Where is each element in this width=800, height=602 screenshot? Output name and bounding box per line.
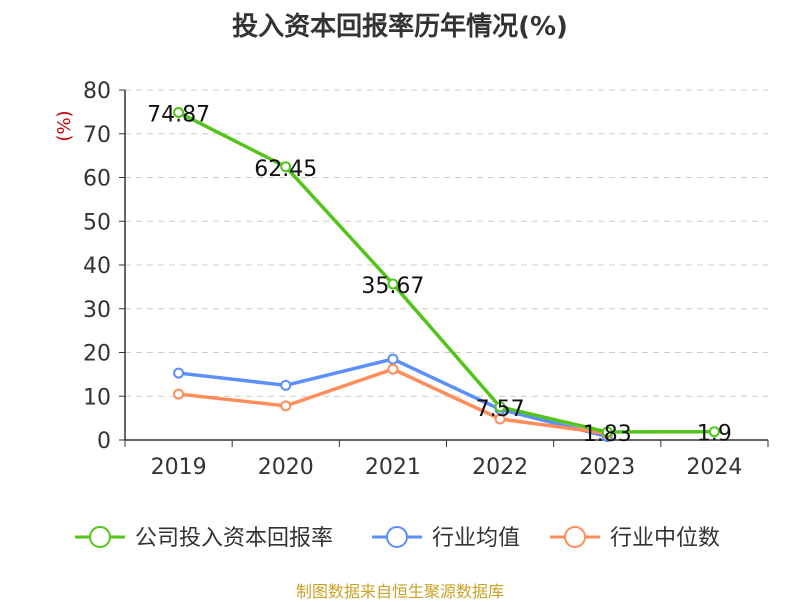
data-point <box>387 363 399 375</box>
series-line <box>177 110 715 434</box>
y-axis-label: (%) <box>54 110 75 141</box>
data-point <box>387 353 399 365</box>
legend-swatch-marker <box>564 526 586 548</box>
legend-swatch-marker <box>89 526 111 548</box>
data-point <box>173 388 185 400</box>
data-labels: 74.87 62.45 35.67 7.57 1.83 1.9 <box>147 102 732 447</box>
y-tick-label: 60 <box>83 167 111 192</box>
y-tick-label: 20 <box>83 342 111 367</box>
data-point <box>601 426 613 438</box>
data-point <box>280 400 292 412</box>
legend-label: 行业中位数 <box>610 526 720 551</box>
y-tick-label: 70 <box>83 123 111 148</box>
data-point <box>173 106 185 118</box>
data-point <box>280 379 292 391</box>
data-point <box>280 161 292 173</box>
y-tick-label: 40 <box>83 254 111 279</box>
data-label: 7.57 <box>476 397 525 422</box>
y-tick-label: 80 <box>83 79 111 104</box>
data-label: 1.83 <box>583 422 632 447</box>
data-label: 74.87 <box>147 102 210 127</box>
legend: 公司投入资本回报率 行业均值 行业中位数 <box>75 526 720 551</box>
legend-swatch-marker <box>386 526 408 548</box>
x-tick-label: 2024 <box>686 455 742 480</box>
chart-title: 投入资本回报率历年情况(%) <box>232 12 568 42</box>
data-label: 1.9 <box>697 422 732 447</box>
data-point <box>173 367 185 379</box>
axes: 0 10 20 30 40 50 60 70 80 2019 2020 2021 2022 2023 202… <box>54 79 769 480</box>
y-tick-label: 0 <box>97 429 111 454</box>
x-tick-label: 2023 <box>579 455 635 480</box>
y-tick-label: 30 <box>83 298 111 323</box>
data-label: 35.67 <box>361 274 424 299</box>
data-label: 62.45 <box>254 157 317 182</box>
x-tick-label: 2019 <box>151 455 207 480</box>
legend-label: 公司投入资本回报率 <box>135 526 333 551</box>
x-tick-label: 2020 <box>258 455 314 480</box>
data-point <box>708 426 720 438</box>
legend-label: 行业均值 <box>432 526 520 551</box>
y-tick-label: 10 <box>83 385 111 410</box>
data-point <box>494 413 506 425</box>
source-note: 制图数据来自恒生聚源数据库 <box>295 582 504 601</box>
data-point <box>387 278 399 290</box>
series-lines <box>173 106 720 442</box>
data-point <box>494 401 506 413</box>
x-tick-label: 2021 <box>365 455 421 480</box>
grid-lines <box>125 89 768 397</box>
y-tick-label: 50 <box>83 210 111 235</box>
x-tick-label: 2022 <box>472 455 528 480</box>
